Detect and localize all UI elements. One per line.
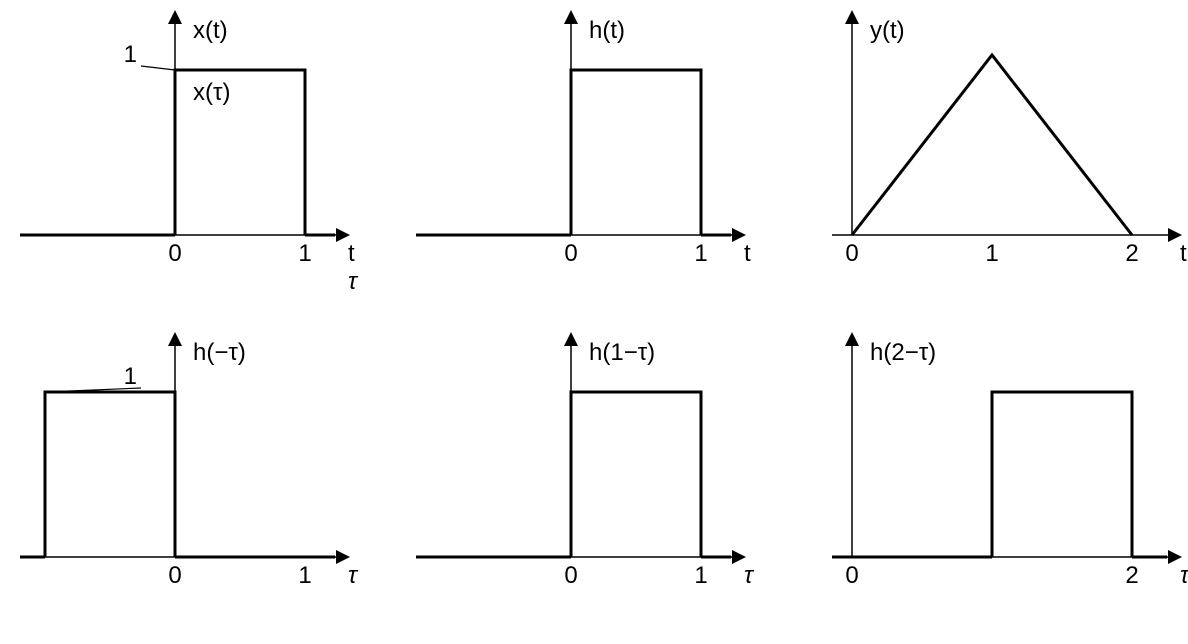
x-tick-label: 1	[298, 562, 311, 589]
x-tick-label: 0	[845, 240, 858, 267]
x-tick-label: 2	[1125, 240, 1138, 267]
x-axis-label: t	[348, 240, 355, 267]
plot-title: h(1−τ)	[589, 339, 655, 366]
panel-h-2-tau: 0 2 τ h(2−τ)	[792, 322, 1188, 644]
panel-h-neg-tau: 0 1 τ 1 h(−τ)	[0, 322, 396, 644]
x-tick-label: 2	[1125, 562, 1138, 589]
x-tick-label: 1	[694, 562, 707, 589]
x-axis-label: t	[1180, 240, 1187, 267]
panel-x-t: 0 1 tτ 1 x(t) x(τ)	[0, 0, 396, 322]
plot-title: h(t)	[589, 17, 625, 44]
x-axis-label: τ	[1180, 562, 1188, 589]
y-tick-label: 1	[124, 363, 137, 390]
plot-grid: 01tτ1x(t)x(τ) 01th(t) 012ty(t) 01τ1h(−τ)…	[0, 0, 1188, 644]
x-tick-label: 0	[168, 240, 181, 267]
x-tick-label: 0	[564, 240, 577, 267]
x-tick-label: 1	[694, 240, 707, 267]
x-axis-label: t	[744, 240, 751, 267]
x-tick-label: 1	[985, 240, 998, 267]
plot-title: x(t)	[193, 17, 228, 44]
x-tick-label: 0	[564, 562, 577, 589]
x-axis-label: τ	[348, 562, 359, 589]
x-tick-label: 0	[168, 562, 181, 589]
panel-h-1-tau: 0 1 τ h(1−τ)	[396, 322, 792, 644]
y-tick-label: 1	[124, 41, 137, 68]
x-tick-label: 0	[845, 562, 858, 589]
plot-title: h(2−τ)	[870, 339, 936, 366]
panel-h-t: 0 1 t h(t)	[396, 0, 792, 322]
x-axis-label: τ	[348, 268, 359, 295]
x-tick-label: 1	[298, 240, 311, 267]
plot-subtitle: x(τ)	[193, 79, 230, 106]
panel-y-t: 0 1 2 t y(t)	[792, 0, 1188, 322]
plot-title: y(t)	[870, 17, 905, 44]
x-axis-label: τ	[744, 562, 755, 589]
plot-title: h(−τ)	[193, 339, 246, 366]
